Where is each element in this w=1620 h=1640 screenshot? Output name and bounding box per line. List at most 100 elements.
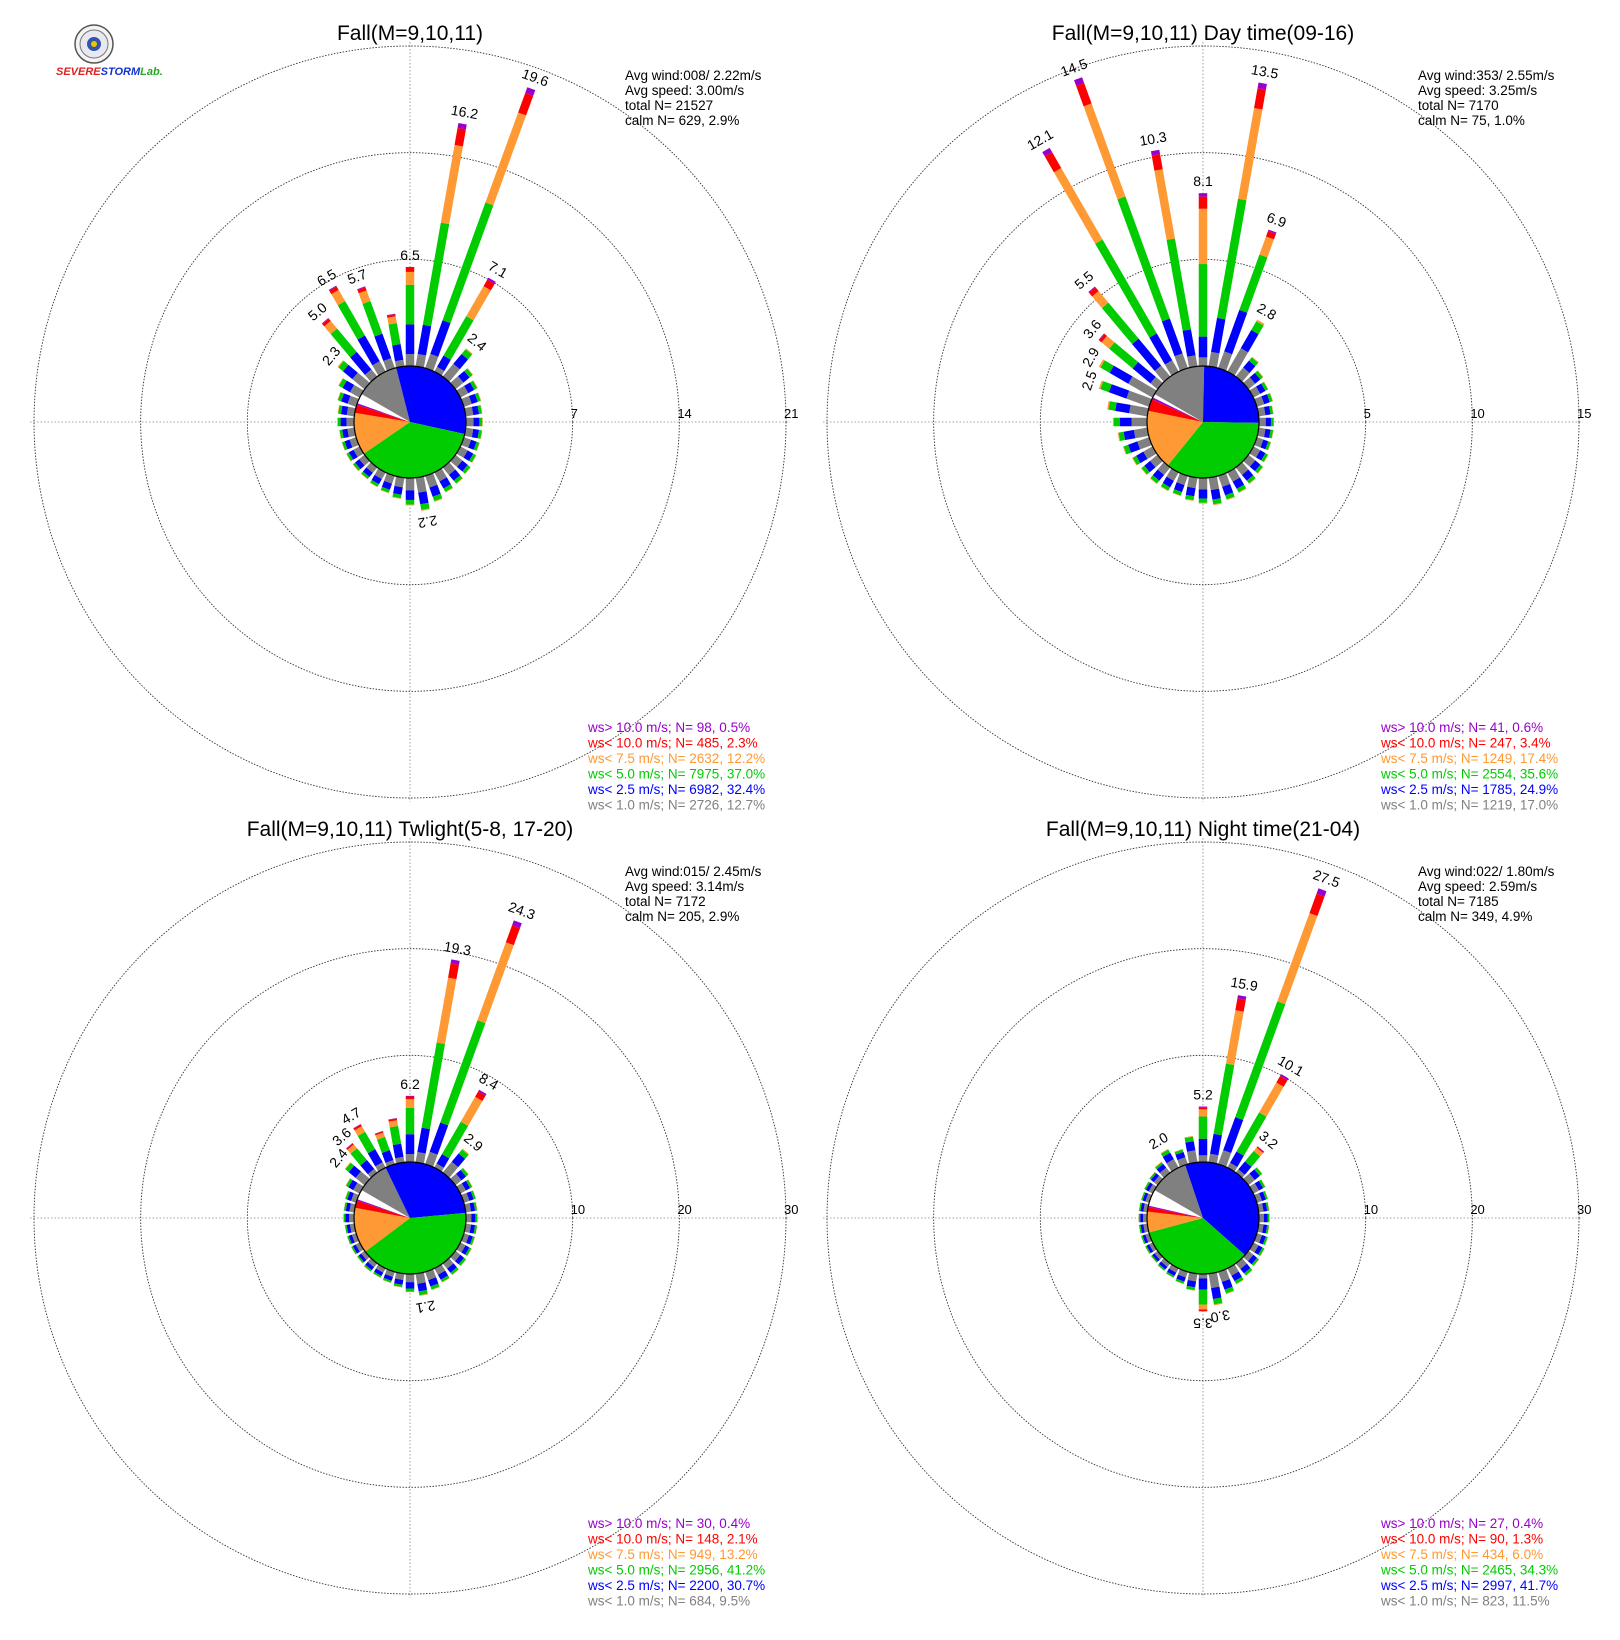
- bar-segment-lt5: [465, 1179, 473, 1189]
- bar-segment-lt1: [1137, 437, 1152, 450]
- bar-segment-lt5: [1198, 1116, 1208, 1139]
- stats-line-3: total N= 7170: [1418, 98, 1499, 113]
- bar-label-10: 19.3: [443, 938, 473, 959]
- bar-segment-lt25: [469, 1202, 476, 1212]
- bar-segment-lt5: [347, 1235, 352, 1245]
- bar-segment-lt75: [480, 430, 483, 439]
- bar-segment-lt5: [337, 417, 341, 427]
- ring-label-20: 20: [1470, 1202, 1484, 1217]
- bar-segment-lt25: [1185, 486, 1196, 497]
- bar-segment-lt5: [469, 453, 476, 463]
- bar-segment-lt75: [1186, 1288, 1195, 1291]
- bar-segment-lt5: [430, 1283, 440, 1290]
- bar-segment-lt75: [1150, 1256, 1157, 1263]
- bar-segment-gt10: [1237, 995, 1247, 1000]
- bar-segment-lt25: [348, 1165, 362, 1178]
- bar-dir-290: [337, 392, 359, 407]
- pie-slice-lt10: [1148, 399, 1203, 422]
- bar-segment-lt1: [456, 1242, 466, 1253]
- bar-segment-lt25: [392, 344, 404, 362]
- bar-segment-lt25: [1211, 1286, 1222, 1300]
- bar-segment-lt75: [1238, 488, 1247, 493]
- legend-entry-lt10: ws< 10.0 m/s; N= 485, 2.3%: [587, 736, 758, 751]
- bar-segment-lt1: [347, 395, 359, 407]
- bar-segment-lt1: [425, 353, 439, 371]
- legend-entry-lt1: ws< 1.0 m/s; N= 823, 11.5%: [1380, 1594, 1550, 1609]
- bar-segment-lt75: [421, 508, 430, 511]
- bar-segment-lt1: [434, 1264, 446, 1275]
- bar-segment-lt1: [1131, 417, 1148, 427]
- bar-segment-lt5: [442, 202, 494, 324]
- bar-segment-lt25: [374, 333, 392, 362]
- bar-segment-lt25: [463, 450, 474, 461]
- bar-segment-lt25: [1145, 1182, 1153, 1192]
- bar-dir-190: [1186, 1272, 1198, 1291]
- bar-segment-lt75: [1092, 290, 1109, 309]
- bar-segment-lt1: [1176, 473, 1188, 486]
- bar-segment-lt75: [475, 1225, 478, 1234]
- bar-segment-lt25: [1119, 417, 1132, 427]
- bar-segment-lt25: [348, 1179, 358, 1191]
- pie-slice-lt10: [354, 404, 410, 422]
- pie-slice-lt75: [354, 1207, 410, 1252]
- bar-segment-lt25: [453, 353, 469, 370]
- bar-segment-lt5: [1151, 1255, 1158, 1263]
- bar-segment-lt1: [1143, 446, 1157, 459]
- bar-segment-lt75: [464, 467, 471, 474]
- bar-segment-lt1: [456, 1183, 467, 1194]
- bar-dir-210: [372, 1264, 386, 1278]
- bar-segment-lt10: [1089, 287, 1099, 297]
- bar-segment-lt1: [1198, 357, 1208, 366]
- bar-dir-250: [346, 1233, 359, 1245]
- bar-segment-lt5: [370, 479, 379, 487]
- bar-segment-lt5: [1184, 1136, 1194, 1143]
- bar-segment-lt25: [344, 439, 353, 450]
- bar-segment-lt75: [473, 380, 478, 389]
- bar-segment-lt10: [1198, 1107, 1208, 1110]
- bar-segment-gt10: [353, 1123, 361, 1129]
- bar-segment-lt1: [405, 1154, 415, 1162]
- bar-segment-lt10: [518, 92, 534, 116]
- bar-segment-lt5: [1198, 1289, 1208, 1305]
- bar-dir-170: [1208, 476, 1222, 506]
- speed-class-pie: [1146, 365, 1260, 479]
- bar-dir-150: [1227, 468, 1247, 493]
- bar-label-170: 2.2: [416, 512, 438, 531]
- bar-segment-lt1: [1174, 353, 1188, 371]
- bar-label-340: 5.7: [345, 266, 369, 288]
- bar-segment-lt10: [329, 286, 339, 295]
- bar-segment-lt25: [1222, 483, 1234, 496]
- ring-15: [826, 45, 1580, 799]
- bar-segment-lt75: [1184, 1135, 1193, 1139]
- bar-dir-330: [1042, 147, 1179, 376]
- bar-segment-lt25: [346, 1224, 352, 1234]
- bar-segment-lt25: [358, 1253, 367, 1263]
- bar-segment-lt10: [1099, 333, 1107, 343]
- ring-label-10: 10: [571, 1202, 585, 1217]
- bar-label-170: 3.0: [1209, 1307, 1231, 1326]
- bar-dir-90: [466, 1213, 478, 1223]
- bar-segment-lt5: [1266, 393, 1273, 403]
- bar-segment-lt5: [1243, 1267, 1253, 1276]
- bar-segment-lt25: [429, 484, 441, 497]
- bar-segment-lt1: [394, 476, 405, 488]
- bar-segment-lt25: [454, 1254, 465, 1265]
- bar-segment-lt25: [1230, 1151, 1244, 1167]
- bar-segment-gt10: [1257, 82, 1267, 90]
- bar-segment-lt5: [475, 1213, 478, 1223]
- bar-segment-lt75: [1225, 1290, 1235, 1295]
- bar-label-30: 8.4: [476, 1070, 501, 1094]
- bar-segment-lt75: [393, 1285, 403, 1288]
- bar-dir-40: [1235, 356, 1259, 382]
- bar-segment-lt5: [1172, 489, 1183, 496]
- bar-segment-lt25: [1254, 1180, 1264, 1191]
- bar-segment-lt75: [337, 360, 344, 368]
- bar-segment-lt75: [431, 1286, 440, 1291]
- bar-segment-lt25: [1174, 482, 1185, 493]
- bar-segment-lt1: [1227, 348, 1249, 376]
- bar-segment-lt5: [1155, 1162, 1164, 1170]
- bar-segment-lt5: [1265, 1202, 1270, 1211]
- bar-segment-lt25: [1152, 469, 1165, 481]
- bar-segment-lt5: [477, 429, 482, 439]
- bar-segment-lt25: [1264, 428, 1271, 438]
